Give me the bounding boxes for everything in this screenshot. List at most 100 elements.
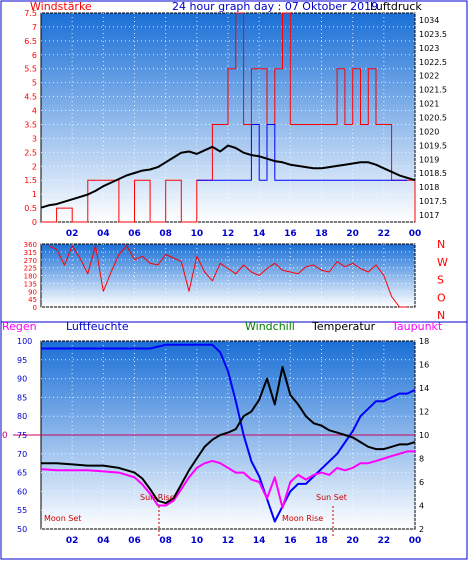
pressure-tick-label: 1021.5 <box>419 86 447 95</box>
temperature-tick-label: 16 <box>419 361 429 370</box>
pressure-tick-label: 1020 <box>419 127 439 136</box>
wind-gust-series <box>196 124 408 181</box>
humidity-tick-label: 70 <box>17 450 27 459</box>
sun-rise-annotation: Sun Rise <box>140 493 175 502</box>
pressure-tick-label: 1019 <box>419 155 439 164</box>
wind-tick-label: 0.5 <box>24 204 37 213</box>
temperature-tick-label: 6 <box>419 478 424 487</box>
temperature-label: Temperatur <box>311 320 376 333</box>
dewpoint-series <box>40 450 415 509</box>
x-tick-label: 08 <box>159 229 172 239</box>
pressure-tick-label: 1019.5 <box>419 141 447 150</box>
compass-label: O <box>437 291 446 304</box>
temperature-tick-label: 12 <box>419 408 429 417</box>
wind-tick-label: 6.5 <box>24 37 37 46</box>
humidity-tick-label: 90 <box>17 375 27 384</box>
compass-label: W <box>437 256 448 269</box>
temperature-tick-label: 4 <box>419 502 424 511</box>
chart-title: 24 hour graph day : 07 Oktober 2019 <box>172 0 378 13</box>
x-tick-label: 22 <box>378 229 391 239</box>
pressure-tick-label: 1034 <box>419 16 439 25</box>
x-tick-label: 04 <box>97 229 110 239</box>
wind-tick-label: 7 <box>32 23 37 32</box>
chart-marks <box>13 12 416 523</box>
direction-tick-label: 225 <box>24 265 37 273</box>
pressure-axis-label: Luftdruck <box>370 0 422 13</box>
wind-axis-label: Windstärke <box>30 0 92 13</box>
x-tick-label: 20 <box>346 229 359 239</box>
rain-label: Regen <box>2 320 37 333</box>
direction-tick-label: 0 <box>33 304 37 312</box>
x-tick-label: 02 <box>66 229 79 239</box>
temperature-tick-label: 18 <box>419 337 429 346</box>
wind-direction-series <box>48 245 408 308</box>
pressure-tick-label: 1022 <box>419 72 439 81</box>
zero-label: 0 <box>2 431 8 441</box>
temperature-tick-label: 2 <box>419 525 424 534</box>
temperature-tick-label: 10 <box>419 431 429 440</box>
wind-tick-label: 2.5 <box>24 148 37 157</box>
direction-tick-label: 90 <box>28 288 37 296</box>
humidity-tick-label: 85 <box>17 393 27 402</box>
x-tick-label: 18 <box>315 229 328 239</box>
pressure-tick-label: 1020.5 <box>419 114 447 123</box>
x-tick-label: 00 <box>409 536 422 546</box>
wind-speed-series <box>41 12 416 223</box>
x-tick-label: 14 <box>253 536 266 546</box>
wind-tick-label: 1 <box>32 190 37 199</box>
wind-tick-label: 2 <box>32 162 37 171</box>
direction-tick-label: 45 <box>28 296 37 304</box>
humidity-tick-label: 95 <box>17 356 27 365</box>
moon-set-annotation: Moon Set <box>44 514 81 523</box>
x-tick-label: 16 <box>284 229 297 239</box>
x-tick-label: 12 <box>222 536 235 546</box>
direction-tick-label: 180 <box>24 273 37 281</box>
humidity-label: Luftfeuchte <box>66 320 129 333</box>
wind-tick-label: 5.5 <box>24 65 37 74</box>
x-tick-label: 14 <box>253 229 266 239</box>
x-tick-label: 02 <box>66 536 79 546</box>
x-tick-label: 04 <box>97 536 110 546</box>
pressure-tick-label: 1017.5 <box>419 197 447 206</box>
wind-tick-label: 6 <box>32 51 37 60</box>
sun-set-annotation: Sun Set <box>316 493 347 502</box>
x-tick-label: 16 <box>284 536 297 546</box>
wind-tick-label: 1.5 <box>24 176 37 185</box>
direction-tick-label: 315 <box>24 249 37 257</box>
x-tick-label: 18 <box>315 536 328 546</box>
compass-label: N <box>437 309 445 322</box>
humidity-tick-label: 80 <box>17 412 27 421</box>
x-tick-label: 06 <box>128 229 141 239</box>
pressure-tick-label: 1022.5 <box>419 58 447 67</box>
compass-label: S <box>437 274 444 287</box>
compass-label: N <box>437 238 445 251</box>
moon-rise-annotation: Moon Rise <box>282 514 323 523</box>
dewpoint-label: Taupunkt <box>391 320 443 333</box>
humidity-tick-label: 60 <box>17 487 27 496</box>
humidity-tick-label: 50 <box>17 525 27 534</box>
direction-tick-label: 270 <box>24 257 37 265</box>
humidity-tick-label: 75 <box>17 431 27 440</box>
direction-tick-label: 135 <box>24 280 37 288</box>
humidity-tick-label: 100 <box>17 337 32 346</box>
wind-tick-label: 4.5 <box>24 93 37 102</box>
humidity-tick-label: 65 <box>17 469 27 478</box>
x-tick-label: 12 <box>222 229 235 239</box>
wind-tick-label: 0 <box>32 218 37 227</box>
temperature-tick-label: 8 <box>419 455 424 464</box>
humidity-tick-label: 55 <box>17 506 27 515</box>
temperature-tick-label: 14 <box>419 384 429 393</box>
pressure-tick-label: 1023.5 <box>419 30 447 39</box>
pressure-tick-label: 1018.5 <box>419 169 447 178</box>
wind-tick-label: 3.5 <box>24 120 37 129</box>
pressure-tick-label: 1023 <box>419 44 439 53</box>
wind-tick-label: 3 <box>32 134 37 143</box>
x-tick-label: 10 <box>191 536 204 546</box>
wind-tick-label: 7.5 <box>24 9 37 18</box>
pressure-tick-label: 1017 <box>419 211 439 220</box>
x-tick-label: 10 <box>191 229 204 239</box>
x-tick-label: 06 <box>128 536 141 546</box>
wind-tick-label: 4 <box>32 107 37 116</box>
